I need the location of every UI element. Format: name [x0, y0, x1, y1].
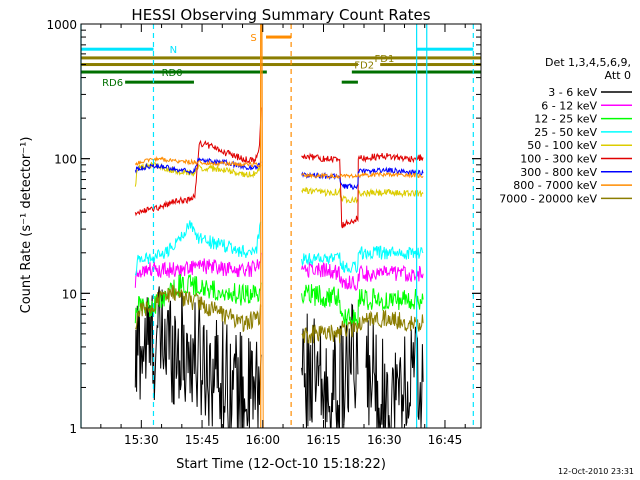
interval-bar: [341, 80, 358, 84]
legend-label: 7000 - 20000 keV: [499, 192, 597, 205]
x-axis-label: Start Time (12-Oct-10 15:18:22): [176, 457, 386, 472]
x-tick-label: 16:30: [367, 433, 402, 447]
legend-header: Att 0: [605, 69, 631, 82]
series-line: [134, 286, 424, 429]
legend-label: 3 - 6 keV: [548, 86, 597, 99]
x-tick-label: 15:30: [124, 433, 159, 447]
interval-label: S: [250, 33, 256, 44]
x-tick-label: 16:15: [306, 433, 341, 447]
series-line: [134, 107, 424, 229]
interval-label: RD0: [162, 68, 183, 79]
series-line: [134, 252, 424, 291]
interval-label: N: [170, 45, 177, 56]
legend-label: 800 - 7000 keV: [513, 179, 597, 192]
interval-bar: [266, 35, 292, 39]
legend-label: 25 - 50 keV: [534, 126, 597, 139]
interval-bar: [81, 63, 358, 67]
plot-frame: [80, 23, 482, 429]
interval-label: RD6: [102, 78, 123, 89]
series-line: [134, 273, 424, 328]
x-tick-label: 15:45: [185, 433, 220, 447]
interval-bar: [380, 63, 481, 67]
interval-bar: [81, 70, 267, 74]
interval-label: FD2: [354, 61, 374, 72]
series-line: [134, 23, 424, 429]
y-tick-label: 1000: [46, 18, 77, 32]
legend-header: Det 1,3,4,5,6,9,: [545, 56, 631, 69]
legend-label: 6 - 12 keV: [541, 99, 597, 112]
y-tick-label: 1: [69, 422, 77, 436]
interval-bar: [81, 56, 481, 60]
interval-bar: [125, 80, 194, 84]
y-axis-label: Count Rate (s⁻¹ detector⁻¹): [19, 137, 34, 314]
x-tick-label: 16:45: [428, 433, 463, 447]
legend-label: 100 - 300 keV: [520, 153, 597, 166]
legend-label: 300 - 800 keV: [520, 166, 597, 179]
series-lines: [134, 23, 424, 429]
y-axis: 1 10 100 1000: [46, 18, 481, 436]
legend-label: 12 - 25 keV: [534, 113, 597, 126]
legend-label: 50 - 100 keV: [527, 139, 597, 152]
y-tick-label: 100: [54, 153, 77, 167]
x-axis: 15:30 15:45 16:00 16:15 16:30 16:45: [100, 24, 466, 447]
footer-timestamp: 12-Oct-2010 23:31: [558, 467, 634, 476]
interval-bar: [81, 47, 154, 51]
y-tick-label: 10: [62, 287, 77, 301]
series-line: [134, 161, 424, 204]
series-line: [134, 220, 424, 276]
series-line: [135, 284, 424, 344]
chart-title: HESSI Observing Summary Count Rates: [131, 6, 430, 24]
interval-bar: [416, 47, 474, 51]
x-tick-label: 16:00: [245, 433, 280, 447]
interval-label: FD1: [375, 54, 395, 65]
